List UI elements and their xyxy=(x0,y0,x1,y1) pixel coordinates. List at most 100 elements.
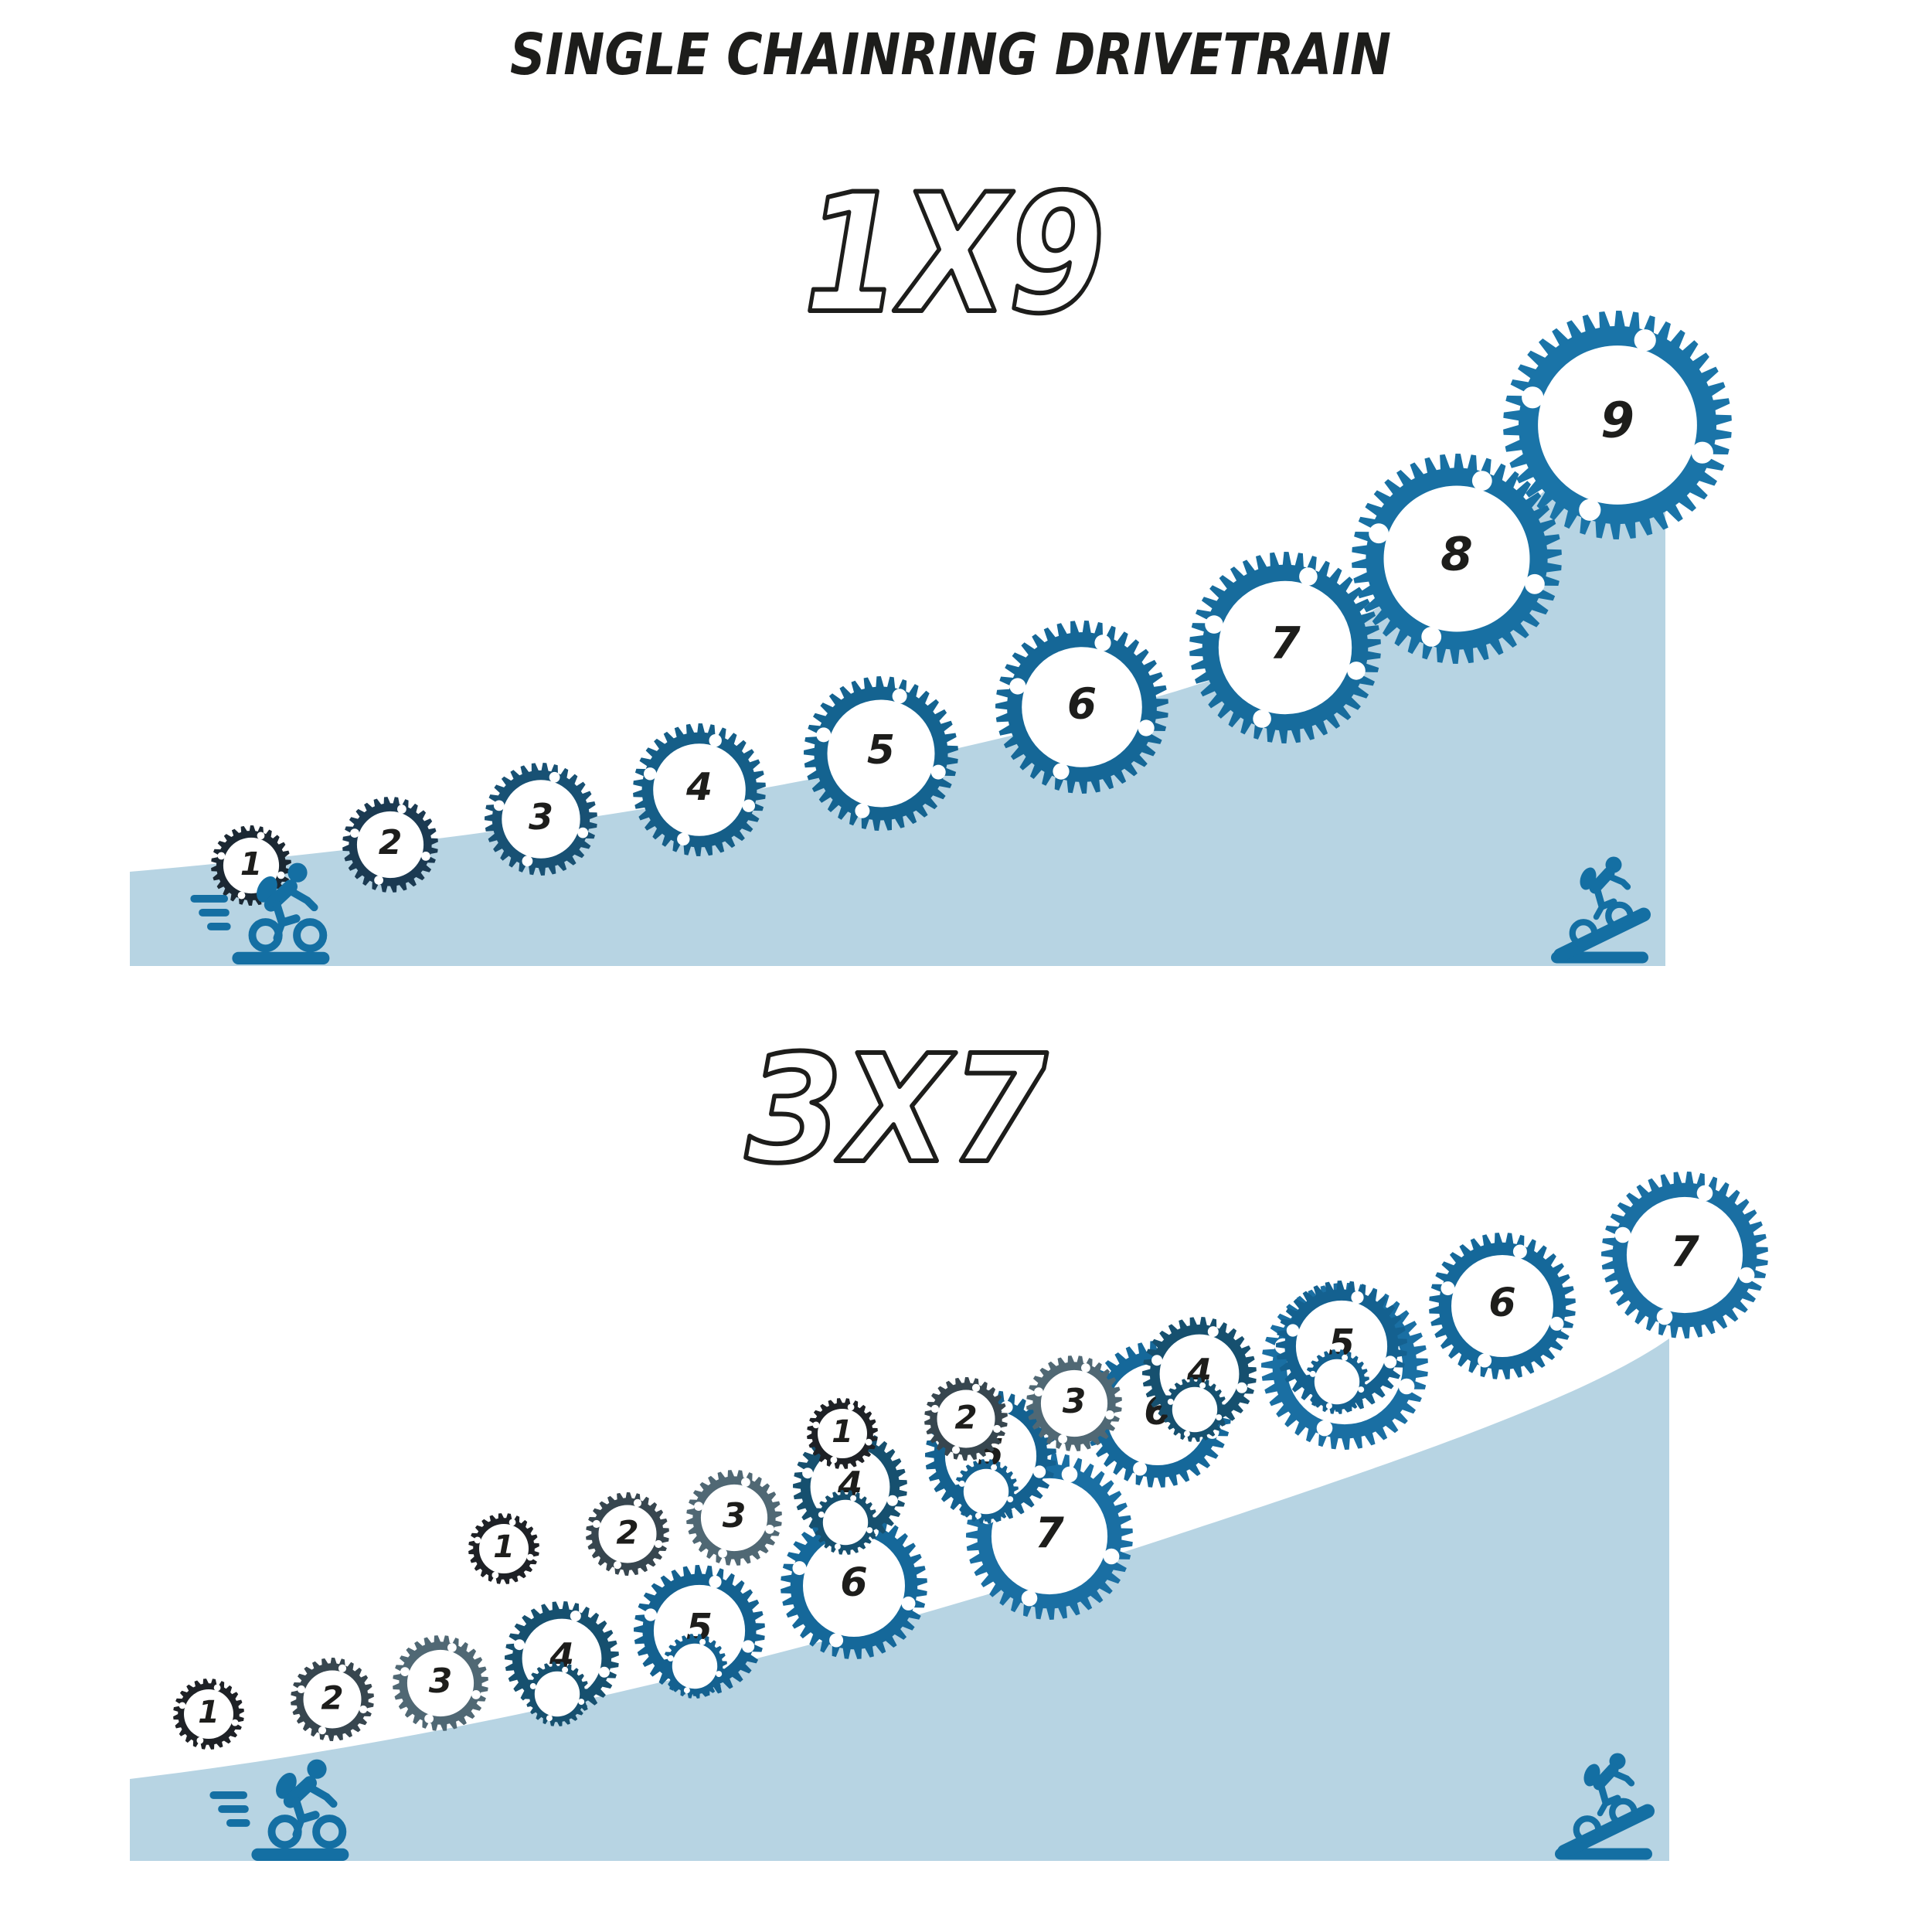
bolt-hole xyxy=(447,1643,457,1652)
bolt-hole xyxy=(1138,719,1155,736)
bolt-hole xyxy=(1634,329,1656,351)
bolt-hole xyxy=(338,1665,346,1672)
bolt-hole xyxy=(238,892,246,900)
chart-1x9-label: 1X9 xyxy=(804,158,1105,349)
bolt-hole xyxy=(577,828,588,838)
bolt-hole xyxy=(530,1683,536,1689)
bolt-hole xyxy=(931,765,946,780)
bolt-hole xyxy=(1342,1355,1348,1361)
bolt-hole xyxy=(1550,1317,1564,1331)
gear-number: 3 xyxy=(1063,1382,1087,1421)
bolt-hole xyxy=(474,1537,481,1544)
bolt-hole xyxy=(570,1611,581,1621)
bolt-hole xyxy=(743,800,755,812)
bolt-hole xyxy=(1615,1227,1631,1243)
gear-number: 2 xyxy=(616,1513,638,1551)
gear-number: 1 xyxy=(832,1414,853,1450)
gear-number: 3 xyxy=(529,796,553,838)
bolt-hole xyxy=(1236,1383,1247,1393)
bolt-hole xyxy=(813,1422,820,1429)
gear-number: 5 xyxy=(867,727,895,774)
bolt-hole xyxy=(494,801,505,811)
bolt-hole xyxy=(644,767,656,780)
bolt-hole xyxy=(677,833,689,845)
bolt-hole xyxy=(218,852,226,860)
gear-3x7-ring1-3: 3 xyxy=(393,1635,488,1731)
bolt-hole xyxy=(835,1543,841,1549)
bolt-hole xyxy=(1513,1245,1527,1259)
bolt-hole xyxy=(972,1384,980,1392)
bolt-hole xyxy=(1384,1355,1396,1368)
bolt-hole xyxy=(1317,1420,1333,1437)
bolt-hole xyxy=(1351,1291,1363,1304)
gear-number: 2 xyxy=(379,823,403,862)
bolt-hole xyxy=(421,852,430,861)
gear-number: 7 xyxy=(1670,1227,1699,1276)
bolt-hole xyxy=(546,1715,553,1721)
bolt-hole xyxy=(829,1634,843,1648)
gear-1x9-9: 9 xyxy=(1503,311,1732,539)
bolt-hole xyxy=(492,1572,499,1579)
gear-3x7-ring2-1: 1 xyxy=(468,1513,539,1584)
gear-number: 6 xyxy=(1488,1281,1516,1326)
chart-3x7-label: 3X7 xyxy=(746,1024,1047,1196)
bolt-hole xyxy=(866,1439,872,1446)
bolt-hole xyxy=(522,855,533,866)
gear-3x7-ring3-7: 7 xyxy=(1601,1172,1768,1338)
gear-number: 6 xyxy=(1067,679,1097,729)
bolt-hole xyxy=(1034,1387,1043,1396)
bolt-hole xyxy=(1208,1326,1219,1337)
bolt-hole xyxy=(471,1690,481,1699)
bolt-hole xyxy=(931,1405,939,1413)
bolt-hole xyxy=(298,1685,305,1693)
bolt-hole xyxy=(1199,1383,1206,1389)
gear-1x9-2: 2 xyxy=(342,797,438,893)
bolt-hole xyxy=(1579,499,1600,521)
bolt-hole xyxy=(277,872,285,879)
bolt-hole xyxy=(645,1608,657,1621)
bolt-hole xyxy=(1133,1462,1147,1476)
bolt-hole xyxy=(741,1478,750,1487)
bolt-hole xyxy=(549,772,560,783)
bolt-hole xyxy=(599,1667,610,1678)
gear-number: 3 xyxy=(429,1662,453,1701)
bolt-hole xyxy=(1522,386,1543,408)
bolt-hole xyxy=(716,1671,722,1677)
gear-number: 1 xyxy=(198,1695,219,1730)
bolt-hole xyxy=(527,1554,534,1561)
bolt-hole xyxy=(1421,627,1441,647)
gear-3x7-ring3-6: 6 xyxy=(1429,1233,1576,1379)
gear-number: 1 xyxy=(493,1529,515,1565)
bolt-hole xyxy=(1053,764,1069,780)
infographic-root: SINGLE CHAINRING DRIVETRAIN 1X9 12345678… xyxy=(0,0,1932,1932)
bolt-hole xyxy=(848,1404,855,1411)
gear-number: 9 xyxy=(1600,393,1634,449)
bolt-hole xyxy=(197,1737,204,1744)
gear-3x7-ring3-3: 3 xyxy=(1026,1355,1122,1451)
bolt-hole xyxy=(975,1512,981,1519)
bolt-hole xyxy=(818,1512,825,1518)
gear-number: 3 xyxy=(723,1496,747,1536)
bolt-hole xyxy=(1081,1363,1090,1372)
bolt-hole xyxy=(1007,1496,1013,1502)
bolt-hole xyxy=(232,1719,239,1726)
bolt-hole xyxy=(1094,634,1111,651)
bolt-hole xyxy=(902,1597,916,1611)
bolt-hole xyxy=(593,1520,600,1528)
gear-number: 2 xyxy=(954,1398,977,1436)
bolt-hole xyxy=(1168,1399,1174,1405)
bolt-hole xyxy=(887,1495,898,1506)
bolt-hole xyxy=(993,1425,1001,1433)
bolt-hole xyxy=(179,1702,186,1709)
gear-number: 7 xyxy=(1035,1509,1064,1557)
bolt-hole xyxy=(816,727,831,742)
bolt-hole xyxy=(1310,1371,1316,1377)
bolt-hole xyxy=(1472,471,1492,491)
gear-number: 6 xyxy=(840,1560,868,1606)
bolt-hole xyxy=(1299,567,1318,586)
bolt-hole xyxy=(374,876,383,885)
drivetrain-infographic: SINGLE CHAINRING DRIVETRAIN 1X9 12345678… xyxy=(0,0,1932,1932)
bolt-hole xyxy=(1399,1379,1415,1395)
bolt-hole xyxy=(1692,442,1713,464)
bolt-hole xyxy=(1009,678,1026,694)
